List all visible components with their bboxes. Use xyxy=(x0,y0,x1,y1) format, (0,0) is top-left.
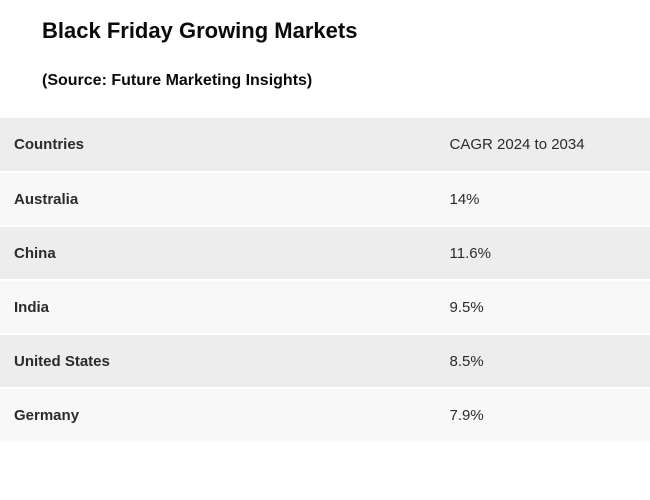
page-title: Black Friday Growing Markets xyxy=(0,18,650,44)
cell-country: China xyxy=(0,226,436,280)
table-row: India 9.5% xyxy=(0,280,650,334)
cell-cagr: 9.5% xyxy=(436,280,650,334)
table-row: China 11.6% xyxy=(0,226,650,280)
cell-cagr: 7.9% xyxy=(436,388,650,442)
header-countries: Countries xyxy=(0,118,436,172)
cell-country: Germany xyxy=(0,388,436,442)
cell-cagr: 11.6% xyxy=(436,226,650,280)
table-header-row: Countries CAGR 2024 to 2034 xyxy=(0,118,650,172)
markets-table: Countries CAGR 2024 to 2034 Australia 14… xyxy=(0,118,650,443)
table-row: Germany 7.9% xyxy=(0,388,650,442)
header-cagr: CAGR 2024 to 2034 xyxy=(436,118,650,172)
table-row: Australia 14% xyxy=(0,172,650,226)
cell-country: Australia xyxy=(0,172,436,226)
source-subtitle: (Source: Future Marketing Insights) xyxy=(0,72,650,90)
table-row: United States 8.5% xyxy=(0,334,650,388)
cell-cagr: 14% xyxy=(436,172,650,226)
cell-country: India xyxy=(0,280,436,334)
page-container: Black Friday Growing Markets (Source: Fu… xyxy=(0,0,650,443)
cell-country: United States xyxy=(0,334,436,388)
cell-cagr: 8.5% xyxy=(436,334,650,388)
